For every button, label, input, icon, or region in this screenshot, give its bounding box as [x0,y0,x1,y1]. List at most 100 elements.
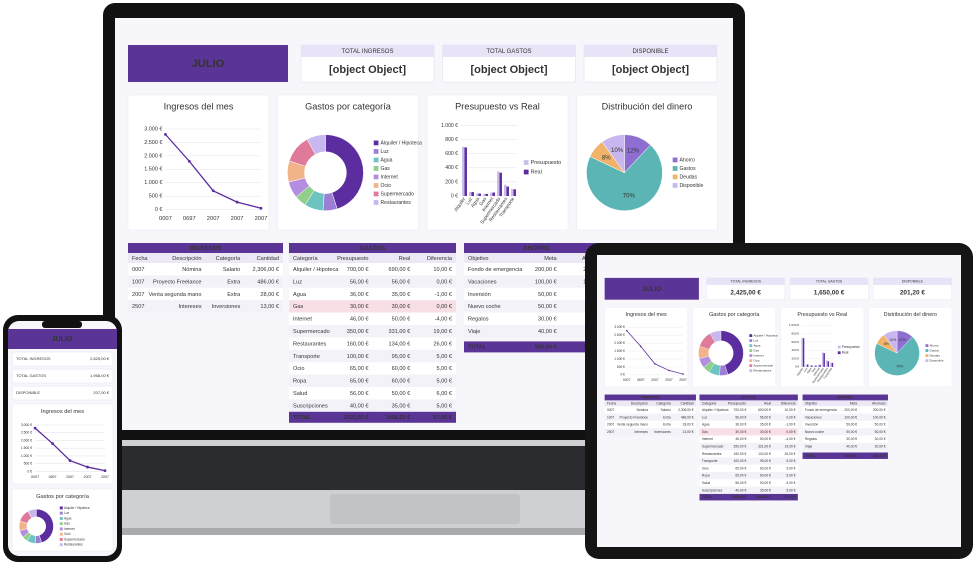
table-cell: Transporte [702,459,718,463]
donut-segment [709,330,722,343]
data-label: 10% [889,338,897,342]
table-cell: Salud [293,391,307,397]
table-row [604,406,696,414]
table-row [289,337,456,350]
table-cell: Gas [702,430,708,434]
bar [497,171,500,196]
legend-label: Ocio [381,183,392,189]
bar [831,362,834,367]
bar [478,193,481,196]
table-cell: 40,00 € [846,445,857,449]
table-cell: 160,00 € [734,452,747,456]
legend-swatch [672,174,678,180]
table-cell: 0,00 € [786,415,795,419]
chart-card [11,403,114,485]
x-tick-label: 2007 [665,378,673,382]
table-row [699,406,798,414]
table-cell: Luz [293,279,302,285]
column-header: Categoría [216,256,241,262]
y-tick-label: 3.000 € [144,126,162,132]
legend-swatch [373,157,379,163]
table-cell: 690,00 € [388,267,411,273]
table-cell: Alquiler / Hipoteca [702,408,729,412]
y-tick-label: 1.000 € [144,180,162,186]
summary-row [11,385,114,401]
legend-label: Real [531,169,542,175]
table-cell: 30,00 € [760,430,771,434]
y-tick-label: 2.000 € [614,341,625,345]
legend-swatch [749,339,753,343]
y-tick-label: 1.000 € [21,454,32,458]
x-tick-label: 0007 [31,475,39,479]
bar [485,193,488,196]
legend-label: Internet [381,174,399,180]
x-tick-label: Luz [465,196,475,206]
legend-label: Alquiler / Hipoteca [381,140,423,146]
table-cell: Restaurantes [702,452,722,456]
table-cell: -4,00 € [435,317,453,323]
table-cell: 19,00 € [785,445,796,449]
column-header: Diferencia [427,256,453,262]
table-cell: 100,00 € [844,415,857,419]
donut-segment [325,134,364,210]
table-cell: 331,00 € [758,445,771,449]
table-cell: 30,00 € [846,437,857,441]
table-cell: 134,00 € [758,452,771,456]
legend-swatch [59,532,63,536]
x-tick-label: Gas [810,366,817,373]
laptop-dashboard: JULIO TOTAL INGRESOS [object Object] TOTAL … [127,44,718,423]
table-total: 1968,00 € [385,415,411,421]
chart-title: Gastos por categoría [709,312,759,318]
x-tick-label: Agua [805,366,812,374]
table-header-bg [289,253,456,263]
table-cell: 50,00 € [846,430,857,434]
table-cell: 350,00 € [734,445,747,449]
data-label: 70% [623,192,636,199]
donut-segment [306,134,326,155]
bar [499,172,502,196]
y-tick-label: 0 € [795,365,800,369]
table-row [802,420,888,429]
table-cell: 50,00 € [875,423,886,427]
table-cell: 0,00 € [436,279,452,285]
summary-row [11,351,114,367]
table-cell: 50,00 € [538,304,558,310]
legend-swatch [925,344,929,348]
column-header: Descripción [631,401,648,405]
bar [464,147,467,196]
table-cell: 331,00 € [388,329,411,335]
table-cell: 5,00 € [436,379,452,385]
table-row [464,300,609,313]
table-cell: 0007 [132,267,144,273]
table-cell: Gas [293,304,303,310]
table-cell: 486,00 € [681,415,694,419]
table-cell: Intereses [178,304,201,310]
table-row [128,287,283,301]
legend-swatch [59,537,63,541]
point [668,369,670,372]
table-cell: 100,00 € [734,459,747,463]
table-cell: 36,00 € [735,423,746,427]
y-tick-label: 0 € [620,373,625,377]
donut-segment [27,508,37,519]
y-tick-label: 1.000 € [614,357,625,361]
chart-title: Ingresos del mes [164,102,234,112]
y-tick-label: 1.500 € [614,349,625,353]
table-cell: 40,00 € [538,329,558,335]
legend-label: Gas [64,522,70,526]
table-row [128,263,283,276]
table-cell: -1,00 € [435,292,453,298]
column-header: Real [399,256,411,262]
summary-label: TOTAL GASTOS [486,49,531,55]
summary-label-bg [301,45,434,57]
table-row [802,428,888,436]
pie-slice [601,134,625,174]
legend-swatch [373,140,379,146]
table-row [289,312,456,325]
table-title-bar [128,243,283,253]
x-tick-label: Luz [803,366,809,372]
bar [483,193,486,196]
table-cell: Intereses [634,430,648,434]
point [33,426,37,430]
